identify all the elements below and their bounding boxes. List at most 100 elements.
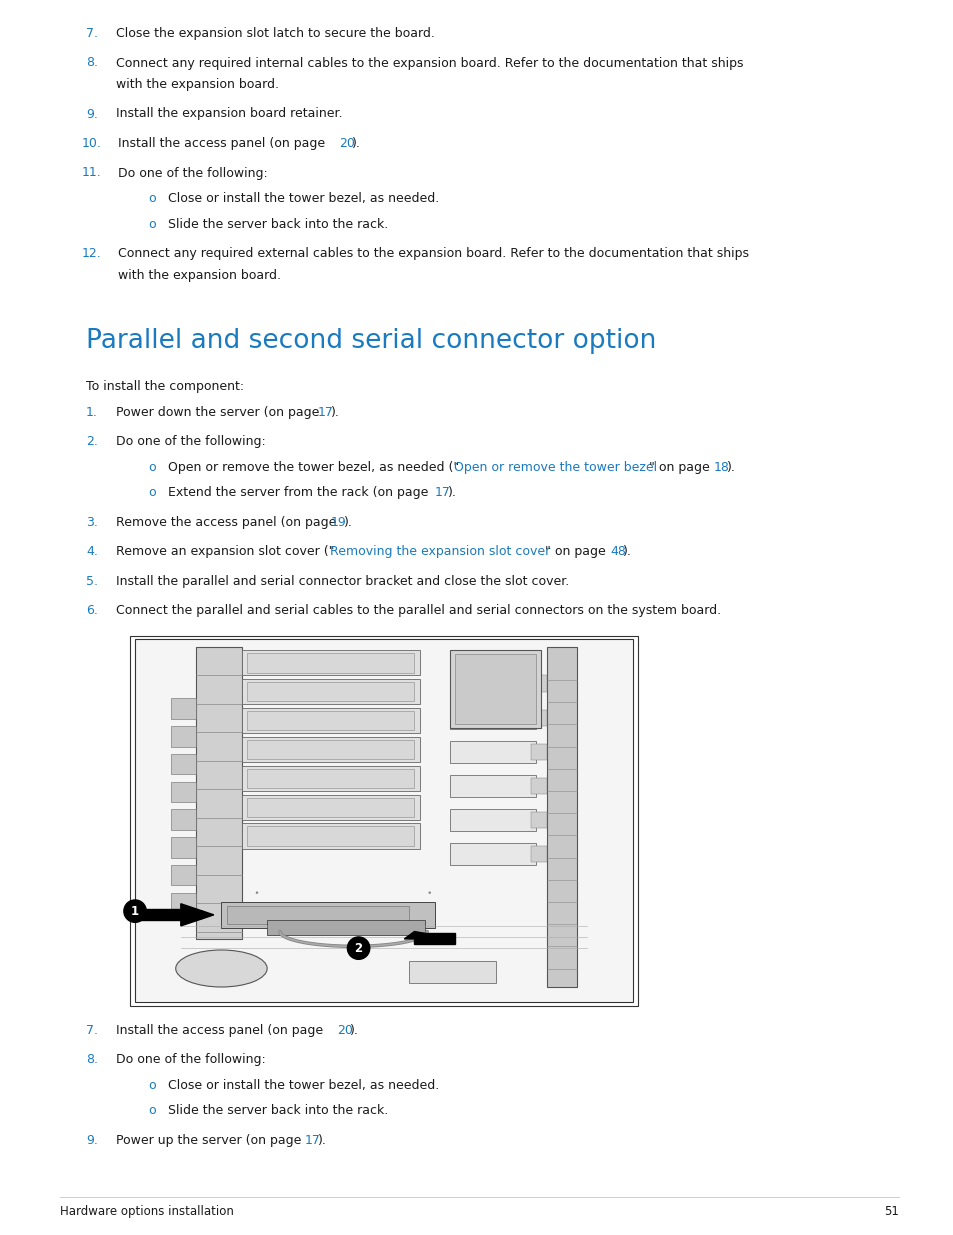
Bar — [171, 782, 195, 802]
Bar — [241, 708, 419, 734]
Text: Removing the expansion slot cover: Removing the expansion slot cover — [330, 545, 550, 558]
Polygon shape — [181, 904, 213, 926]
Circle shape — [347, 937, 370, 960]
Text: 4.: 4. — [86, 545, 98, 558]
Bar — [450, 706, 536, 729]
Text: ).: ). — [350, 1024, 358, 1036]
Text: 8.: 8. — [86, 1053, 98, 1066]
Text: 51: 51 — [883, 1205, 898, 1218]
Text: Connect the parallel and serial cables to the parallel and serial connectors on : Connect the parallel and serial cables t… — [116, 604, 720, 618]
Text: Close or install the tower bezel, as needed.: Close or install the tower bezel, as nee… — [168, 191, 438, 205]
Text: 17: 17 — [304, 1134, 320, 1146]
Bar — [267, 920, 424, 935]
Text: 20: 20 — [336, 1024, 353, 1036]
Text: 11.: 11. — [82, 167, 102, 179]
Bar — [247, 826, 414, 846]
Text: Extend the server from the rack (on page: Extend the server from the rack (on page — [168, 487, 432, 499]
Text: o: o — [148, 191, 155, 205]
Bar — [531, 846, 546, 862]
Text: 7.: 7. — [86, 27, 98, 40]
Text: o: o — [148, 487, 155, 499]
Text: Parallel and second serial connector option: Parallel and second serial connector opt… — [86, 329, 656, 354]
Polygon shape — [140, 909, 181, 920]
Text: 17: 17 — [434, 487, 450, 499]
Bar — [241, 651, 419, 676]
Text: Install the access panel (on page: Install the access panel (on page — [116, 1024, 327, 1036]
Bar — [241, 794, 419, 820]
Text: ).: ). — [330, 405, 339, 419]
Text: 5.: 5. — [86, 574, 98, 588]
Text: ).: ). — [352, 137, 360, 149]
Text: Do one of the following:: Do one of the following: — [116, 1053, 266, 1066]
Text: Do one of the following:: Do one of the following: — [116, 435, 266, 448]
Text: " on page: " on page — [648, 461, 713, 473]
Text: Open or remove the tower bezel, as needed (": Open or remove the tower bezel, as neede… — [168, 461, 458, 473]
Text: ).: ). — [447, 487, 456, 499]
Text: 2.: 2. — [86, 435, 98, 448]
Ellipse shape — [175, 950, 267, 987]
Polygon shape — [414, 934, 455, 945]
Bar — [171, 864, 195, 885]
Bar — [531, 676, 546, 692]
Text: with the expansion board.: with the expansion board. — [118, 268, 281, 282]
Text: Slide the server back into the rack.: Slide the server back into the rack. — [168, 1104, 388, 1116]
Bar — [450, 651, 541, 727]
Bar — [450, 741, 536, 763]
Bar — [171, 893, 195, 913]
Text: ).: ). — [622, 545, 631, 558]
Text: 8.: 8. — [86, 57, 98, 69]
Text: 20: 20 — [338, 137, 355, 149]
Bar — [130, 636, 638, 1005]
Text: 48: 48 — [609, 545, 625, 558]
Text: ).: ). — [317, 1134, 326, 1146]
Bar — [450, 842, 536, 864]
Text: " on page: " on page — [544, 545, 609, 558]
Circle shape — [124, 900, 146, 923]
Text: ).: ). — [726, 461, 735, 473]
Text: Hardware options installation: Hardware options installation — [60, 1205, 233, 1218]
Bar — [241, 679, 419, 704]
Bar — [241, 766, 419, 790]
Bar — [171, 726, 195, 746]
Bar — [171, 753, 195, 774]
Bar — [171, 699, 195, 719]
Text: o: o — [148, 1078, 155, 1092]
Text: Do one of the following:: Do one of the following: — [118, 167, 268, 179]
Text: 12.: 12. — [82, 247, 102, 261]
Text: with the expansion board.: with the expansion board. — [116, 78, 278, 91]
Text: Slide the server back into the rack.: Slide the server back into the rack. — [168, 217, 388, 231]
Text: 1.: 1. — [86, 405, 98, 419]
Bar — [409, 961, 496, 983]
Text: Close or install the tower bezel, as needed.: Close or install the tower bezel, as nee… — [168, 1078, 438, 1092]
Text: o: o — [148, 217, 155, 231]
Text: Install the parallel and serial connector bracket and close the slot cover.: Install the parallel and serial connecto… — [116, 574, 569, 588]
Text: 7.: 7. — [86, 1024, 98, 1036]
Text: 10.: 10. — [82, 137, 102, 149]
Bar — [546, 647, 577, 987]
Text: Remove an expansion slot cover (": Remove an expansion slot cover (" — [116, 545, 335, 558]
Text: 9.: 9. — [86, 107, 98, 121]
Bar — [241, 824, 419, 848]
Text: o: o — [148, 461, 155, 473]
Bar — [450, 774, 536, 797]
Bar — [171, 837, 195, 857]
Bar — [450, 809, 536, 831]
Bar — [195, 647, 241, 939]
Bar — [450, 673, 536, 695]
Text: 1: 1 — [131, 905, 139, 918]
Text: To install the component:: To install the component: — [86, 380, 244, 393]
Text: 17: 17 — [317, 405, 333, 419]
Text: Remove the access panel (on page: Remove the access panel (on page — [116, 515, 340, 529]
Bar — [247, 682, 414, 701]
Bar — [226, 905, 409, 924]
Bar — [241, 737, 419, 762]
Bar — [531, 743, 546, 760]
Bar — [247, 653, 414, 673]
Text: ).: ). — [343, 515, 352, 529]
Bar — [531, 778, 546, 794]
Text: Connect any required external cables to the expansion board. Refer to the docume: Connect any required external cables to … — [118, 247, 748, 261]
Text: 9.: 9. — [86, 1134, 98, 1146]
Text: 3.: 3. — [86, 515, 98, 529]
Bar — [455, 655, 536, 724]
Bar — [221, 902, 435, 927]
